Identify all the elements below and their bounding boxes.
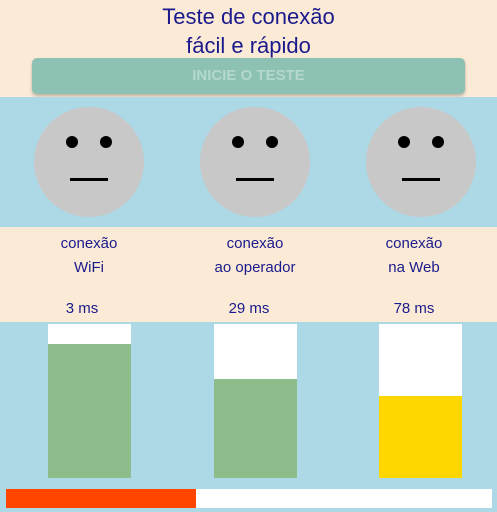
operator-label: conexão ao operador [185,232,325,280]
web-latency: 78 ms [393,300,435,317]
face-mouth [402,178,440,181]
title-line-1: Teste de conexão [162,4,335,29]
face-eye [232,136,244,148]
face-mouth [236,178,274,181]
operator-latency: 29 ms [228,300,270,317]
label-line: na Web [388,259,440,276]
test-progress-bar [6,489,492,508]
neutral-face-icon [34,107,144,217]
wifi-label: conexão WiFi [19,232,159,280]
face-eye [398,136,410,148]
page-title: Teste de conexão fácil e rápido [0,2,497,60]
test-progress-fill [6,489,196,508]
label-line: conexão [226,235,284,252]
face-eye [266,136,278,148]
operator-bar-fill [214,379,297,478]
web-bar [379,324,462,478]
web-label: conexão na Web [344,232,484,280]
wifi-bar-fill [48,344,131,478]
face-eye [432,136,444,148]
face-mouth [70,178,108,181]
title-line-2: fácil e rápido [186,33,311,58]
label-line: ao operador [214,259,296,276]
label-line: conexão [385,235,443,252]
web-bar-fill [379,396,462,478]
face-eye [100,136,112,148]
neutral-face-icon [200,107,310,217]
face-eye [66,136,78,148]
wifi-latency: 3 ms [65,300,99,317]
start-test-button[interactable]: INICIE O TESTE [32,58,465,94]
label-line: WiFi [74,259,104,276]
wifi-bar [48,324,131,478]
neutral-face-icon [366,107,476,217]
operator-bar [214,324,297,478]
label-line: conexão [60,235,118,252]
